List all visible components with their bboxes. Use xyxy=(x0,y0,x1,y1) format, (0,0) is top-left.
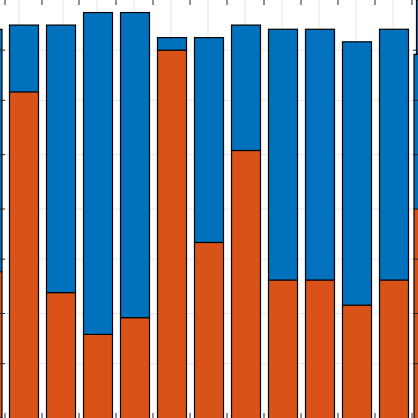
bar-lower-8 xyxy=(304,279,336,418)
bar-lower-10 xyxy=(378,279,410,418)
bar-lower-3 xyxy=(119,317,151,418)
bar-upper-2 xyxy=(82,11,114,335)
bar-upper-7 xyxy=(267,28,299,281)
bar-upper-4 xyxy=(156,37,188,51)
bar-partial-right-upper xyxy=(413,53,418,210)
bar-upper-9 xyxy=(341,41,373,306)
bar-lower-1 xyxy=(45,292,77,418)
bar-lower-2 xyxy=(82,333,114,418)
bar-lower-7 xyxy=(267,279,299,418)
bar-upper-8 xyxy=(304,28,336,281)
bar-upper-1 xyxy=(45,24,77,294)
bar-lower-5 xyxy=(193,241,225,418)
bar-lower-4 xyxy=(156,49,188,418)
bar-upper-5 xyxy=(193,37,225,244)
bar-upper-0 xyxy=(8,24,40,93)
bar-partial-left-lower xyxy=(0,271,3,418)
bar-partial-left-upper xyxy=(0,28,3,273)
bar-lower-9 xyxy=(341,304,373,418)
bar-upper-10 xyxy=(378,28,410,281)
bar-lower-6 xyxy=(230,149,262,418)
bar-upper-3 xyxy=(119,11,151,319)
bar-upper-6 xyxy=(230,24,262,152)
bar-lower-0 xyxy=(8,91,40,418)
